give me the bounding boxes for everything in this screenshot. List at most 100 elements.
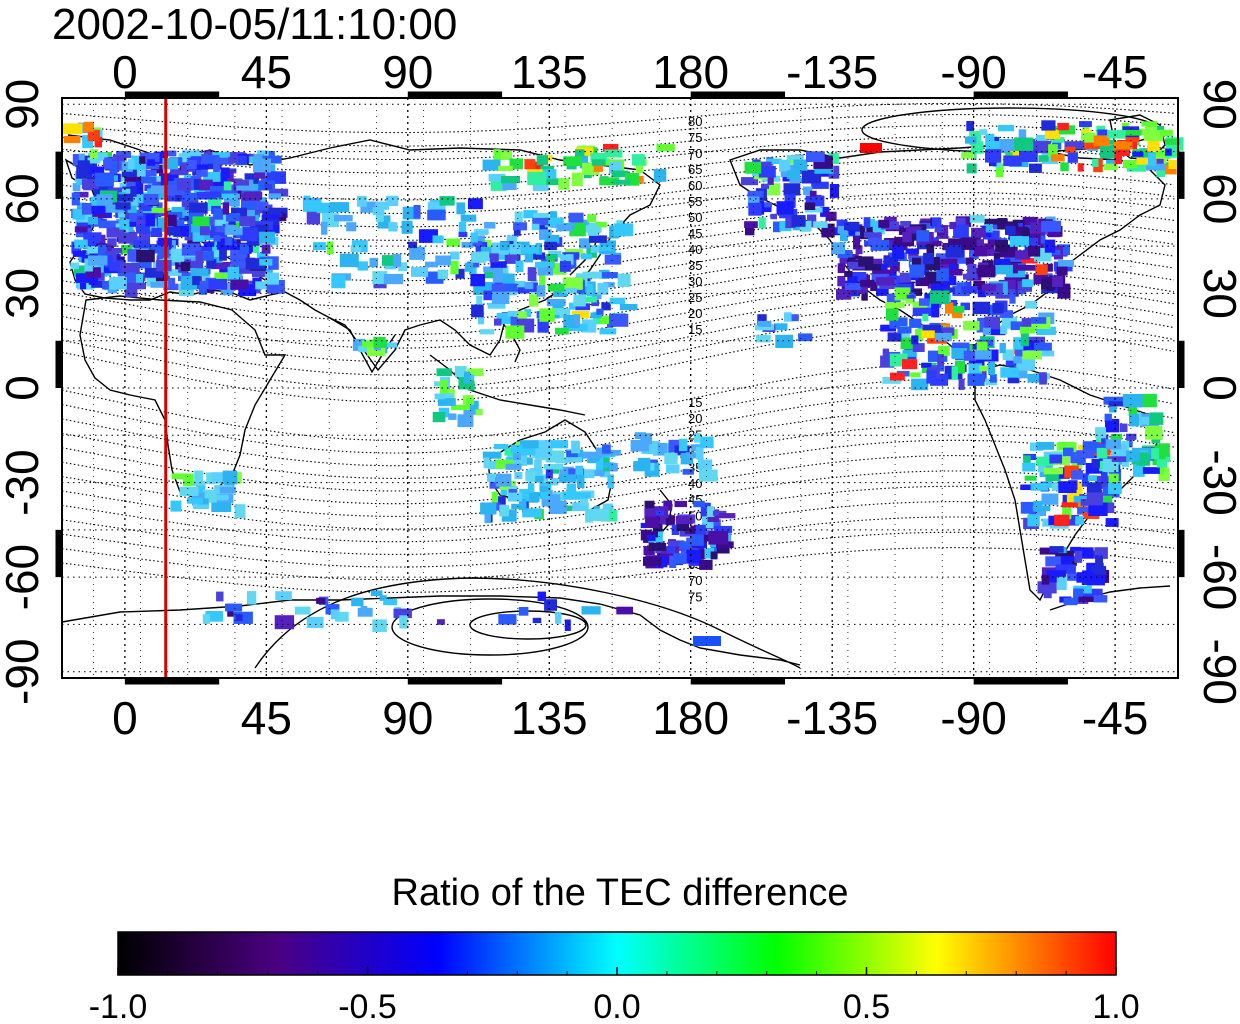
tec-data-cell xyxy=(167,185,185,196)
tec-data-cell xyxy=(747,196,760,206)
tec-data-cell xyxy=(926,370,937,384)
tec-data-cell xyxy=(467,368,484,377)
tec-data-cell xyxy=(154,210,166,217)
tec-data-cell xyxy=(510,281,526,293)
tec-data-cell xyxy=(96,194,113,206)
tec-data-cell xyxy=(258,231,276,244)
tec-data-cell xyxy=(868,233,882,245)
tec-data-cell xyxy=(135,180,144,195)
tec-data-cell xyxy=(773,323,788,331)
tec-data-cell xyxy=(791,215,806,227)
tec-data-cell xyxy=(537,264,553,276)
tec-data-cell xyxy=(1088,502,1108,517)
tec-data-cell xyxy=(98,244,107,258)
tec-data-cell xyxy=(921,362,932,368)
tec-data-cell xyxy=(454,366,467,378)
tec-data-cell xyxy=(264,272,279,285)
tec-data-cell xyxy=(450,260,459,275)
tec-data-cell xyxy=(1105,439,1122,450)
tec-data-cell xyxy=(62,123,83,134)
tec-data-cell xyxy=(489,253,499,263)
tec-data-cell xyxy=(383,273,404,285)
tec-data-cell xyxy=(539,274,546,286)
tec-data-cell xyxy=(458,231,468,238)
tec-data-cell xyxy=(590,312,602,319)
tec-data-cell xyxy=(145,214,156,227)
tec-data-cell xyxy=(467,198,483,210)
tec-data-cell xyxy=(955,217,966,226)
tec-data-cell xyxy=(480,502,497,515)
tec-data-cell xyxy=(82,240,99,250)
tec-data-cell xyxy=(575,303,590,311)
tec-data-cell xyxy=(900,337,916,350)
tec-data-cell xyxy=(545,254,558,260)
tec-data-cell xyxy=(256,201,269,210)
tec-data-cell xyxy=(880,263,888,270)
tec-data-cell xyxy=(488,173,506,182)
tec-data-cell xyxy=(1052,137,1062,150)
tec-data-cell xyxy=(187,159,197,170)
tec-data-cell xyxy=(860,143,882,153)
tec-data-cell xyxy=(919,222,935,229)
tec-data-cell xyxy=(1019,326,1035,334)
contour-label: 80 xyxy=(688,114,702,129)
tec-data-cell xyxy=(180,261,191,272)
tec-data-cell xyxy=(848,226,856,236)
tec-data-cell xyxy=(465,398,474,405)
tec-data-cell xyxy=(230,279,249,290)
tec-data-cell xyxy=(1074,550,1083,563)
tec-data-cell xyxy=(1133,463,1145,477)
tec-data-cell xyxy=(374,201,389,210)
tec-data-cell xyxy=(471,304,484,318)
tec-data-cell xyxy=(1132,151,1144,157)
tec-data-cell xyxy=(89,149,98,159)
tec-data-cell xyxy=(482,451,502,459)
tec-data-cell xyxy=(432,235,444,244)
tec-data-cell xyxy=(847,276,858,287)
tec-data-cell xyxy=(226,185,234,196)
tec-data-cell xyxy=(1077,506,1093,515)
tec-data-cell xyxy=(690,444,701,451)
lat-tick-label-right: 90 xyxy=(1194,79,1240,130)
tec-data-cell xyxy=(783,183,801,196)
tec-data-cell xyxy=(789,177,804,183)
tec-data-cell xyxy=(239,216,256,227)
tec-data-cell xyxy=(499,505,509,517)
tec-data-cell xyxy=(492,496,506,505)
lon-tick-label-bottom: 135 xyxy=(511,692,588,744)
tec-data-cell xyxy=(590,508,609,521)
tec-data-cell xyxy=(1014,137,1034,151)
tec-data-cell xyxy=(591,292,602,299)
tec-data-cell xyxy=(1023,340,1040,351)
tec-data-cell xyxy=(262,155,282,164)
tec-data-cell xyxy=(483,266,503,273)
tec-data-cell xyxy=(999,139,1015,152)
tec-data-cell xyxy=(899,272,911,283)
tec-data-cell xyxy=(1049,546,1064,553)
tec-data-cell xyxy=(274,615,295,630)
tec-data-cell xyxy=(912,307,931,316)
tec-data-cell xyxy=(411,267,429,277)
tec-data-cell xyxy=(487,302,506,309)
tec-data-cell xyxy=(969,215,985,223)
tec-data-cell xyxy=(1041,279,1056,290)
tec-data-cell xyxy=(601,509,618,522)
tec-data-cell xyxy=(476,296,483,305)
tec-data-cell xyxy=(427,201,446,210)
tec-data-cell xyxy=(908,250,919,259)
tec-data-cell xyxy=(562,287,577,294)
tec-data-cell xyxy=(894,287,911,301)
tec-data-cell xyxy=(1094,547,1108,559)
tec-data-cell xyxy=(1064,515,1079,526)
tec-data-cell xyxy=(1107,130,1126,139)
tec-data-cell xyxy=(210,186,228,194)
tec-data-cell xyxy=(1122,394,1143,408)
contour-label: 35 xyxy=(688,258,702,273)
tec-data-cell xyxy=(358,345,375,353)
tec-data-cell xyxy=(1119,423,1128,433)
tec-data-cell xyxy=(935,327,955,336)
tec-data-cell xyxy=(878,219,890,228)
tec-data-cell xyxy=(995,264,1013,275)
tec-data-cell xyxy=(490,261,507,268)
